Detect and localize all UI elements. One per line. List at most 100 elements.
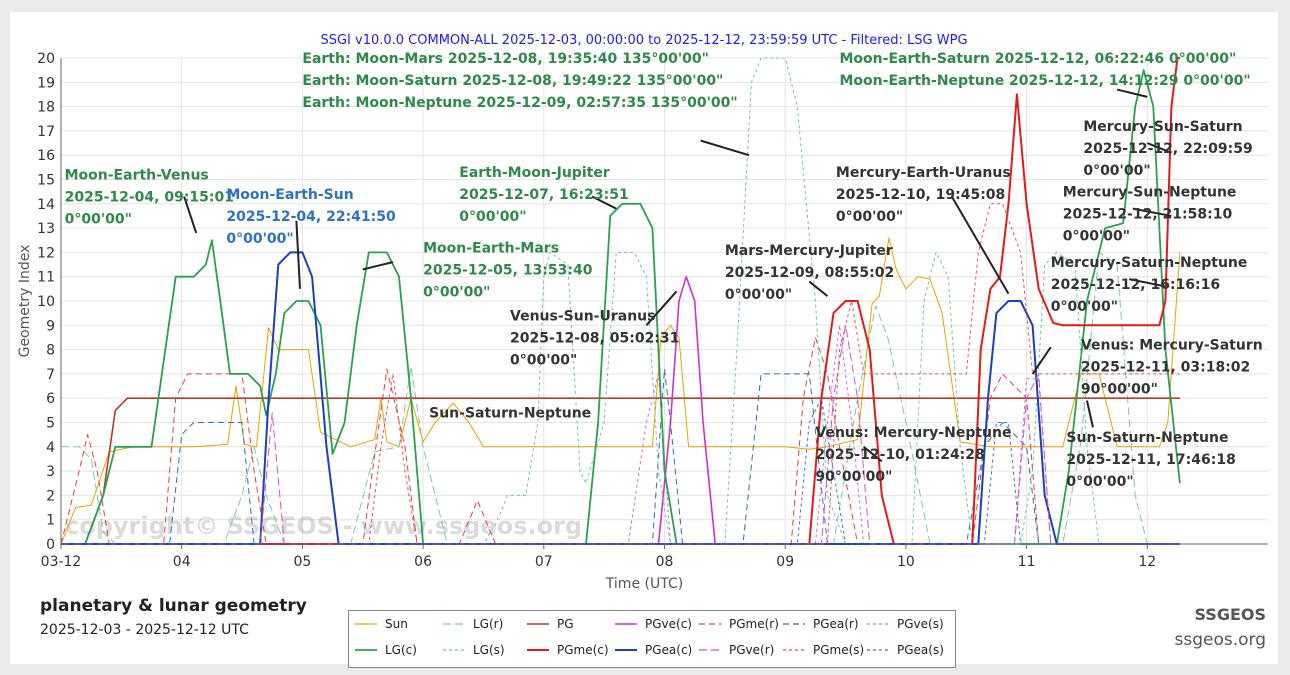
footer-title: planetary & lunar geometry [40,596,307,616]
annotation-line: 0°00'00" [459,209,526,225]
legend-swatch [527,623,549,625]
y-tick-label: 19 [37,75,55,91]
annotation-label: Sun-Saturn-Neptune [429,406,591,422]
y-tick-label: 14 [37,197,55,213]
annotation-pointer [645,290,678,326]
legend-item: PGea(c) [615,643,692,657]
legend-swatch [783,649,805,651]
y-tick-label: 12 [37,245,55,261]
annotation-line: Earth: Moon-Mars 2025-12-08, 19:35:40 13… [302,51,709,67]
y-tick-label: 6 [46,391,55,407]
annotation-line: 0°00'00" [1083,163,1150,179]
legend-swatch [699,649,721,651]
annotation-label: Sun-Saturn-Neptune 2025-12-11, 17:46:18 0°… [1066,430,1235,490]
y-tick-label: 5 [46,416,55,432]
annotation-pointer [700,139,750,157]
y-tick-label: 0 [46,537,55,553]
legend-swatch [615,623,637,625]
annotation-pointer [1116,88,1148,98]
y-tick-label: 7 [46,367,55,383]
annotation-pointer [1085,400,1094,428]
annotation-pointer [1031,346,1052,375]
y-tick-label: 8 [46,343,55,359]
series-line-pgmes [61,203,1180,545]
legend-item: PGve(s) [867,617,944,631]
annotation-line: Earth: Moon-Neptune 2025-12-09, 02:57:35… [302,95,737,111]
x-axis-label: Time (UTC) [605,576,683,592]
annotation-line: 2025-12-12, 16:16:16 [1051,277,1220,293]
annotation-line: 0°00'00" [226,231,293,247]
legend-label: PGea(r) [813,617,859,631]
annotation-label: Mercury-Sun-Neptune 2025-12-12, 21:58:10 0… [1063,185,1237,245]
legend-item: LG(s) [443,643,505,657]
annotation-line: Sun-Saturn-Neptune [1066,430,1228,446]
annotation-line: Moon-Earth-Sun [226,187,353,203]
annotation-line: Mercury-Sun-Neptune [1063,185,1237,201]
legend-label: PGve(r) [729,643,775,657]
annotation-line: Venus: Mercury-Neptune [815,425,1011,441]
legend-label: LG(r) [473,617,504,631]
legend-swatch [355,623,377,625]
brand-url: ssgeos.org [1174,630,1266,650]
annotation-label: Venus: Mercury-Saturn 2025-12-11, 03:18:0… [1081,338,1263,398]
annotation-line: 2025-12-10, 19:45:08 [836,187,1005,203]
y-tick-label: 10 [37,294,55,310]
annotation-line: Mercury-Sun-Saturn [1083,119,1242,135]
annotation-line: 2025-12-08, 05:02:31 [510,330,679,346]
x-tick-label: 03-12 [41,554,82,570]
annotation-pointer [362,261,394,271]
legend-swatch [699,623,721,625]
series-line-sun [60,237,1181,545]
legend-label: PGme(s) [813,643,865,657]
legend-swatch [867,649,889,651]
annotation-line: 0°00'00" [1063,229,1130,245]
x-tick-label: 04 [173,554,191,570]
annotation-line: 2025-12-04, 09:15:01 [65,190,234,206]
annotation-line: 2025-12-09, 08:55:02 [725,265,894,281]
footer-date-range: 2025-12-03 - 2025-12-12 UTC [40,622,249,638]
annotation-pointer [1146,142,1172,154]
series-line-pgeac [61,251,1180,545]
geometry-index-chart: SSGI v10.0.0 COMMON-ALL 2025-12-03, 00:0… [17,33,1268,592]
legend-swatch [443,623,465,625]
legend-label: PGea(s) [897,643,944,657]
annotation-pointer [950,196,1010,295]
legend-label: LG(s) [473,643,505,657]
annotation-label: Moon-Earth-Saturn 2025-12-12, 06:22:46 0… [840,51,1251,89]
annotation-line: 2025-12-12, 22:09:59 [1083,141,1252,157]
annotation-label: Venus-Sun-Uranus 2025-12-08, 05:02:31 0°00… [510,308,679,368]
legend-label: LG(c) [385,643,417,657]
legend-swatch [615,649,637,651]
legend-item: PGea(r) [783,617,859,631]
legend-item: PGve(c) [615,617,692,631]
legend-swatch [867,623,889,625]
legend-label: PGea(c) [645,643,693,657]
x-tick-label: 07 [535,554,553,570]
annotation-line: 0°00'00" [1051,299,1118,315]
y-tick-label: 1 [46,513,55,529]
legend-swatch [783,623,805,625]
x-tick-label: 05 [293,554,311,570]
annotation-label: Venus: Mercury-Neptune 2025-12-10, 01:24:… [815,425,1011,485]
annotation-label: Mercury-Saturn-Neptune 2025-12-12, 16:16:… [1051,255,1248,315]
x-tick-label: 10 [897,554,915,570]
x-tick-label: 11 [1018,554,1036,570]
legend-item: PGve(r) [699,643,774,657]
annotation-line: Venus: Mercury-Saturn [1081,338,1263,354]
y-tick-label: 2 [46,488,55,504]
series-line-pgves [61,324,1180,545]
annotation-line: 2025-12-10, 01:24:28 [815,447,984,463]
annotation-line: 90°00'00" [815,469,892,485]
legend-label: PGme(c) [557,643,609,657]
annotation-line: Sun-Saturn-Neptune [429,406,591,422]
series-line-pgeas [61,397,1180,545]
annotation-line: 0°00'00" [510,352,577,368]
legend-item: LG(r) [443,617,503,631]
x-tick-label: 06 [414,554,432,570]
annotation-line: Moon-Earth-Mars [423,240,559,256]
x-tick-label: 12 [1138,554,1156,570]
annotation-line: 0°00'00" [725,287,792,303]
annotation-line: Mercury-Saturn-Neptune [1051,255,1248,271]
chart-card: SSGI v10.0.0 COMMON-ALL 2025-12-03, 00:0… [10,12,1278,668]
legend-swatch [527,649,549,651]
